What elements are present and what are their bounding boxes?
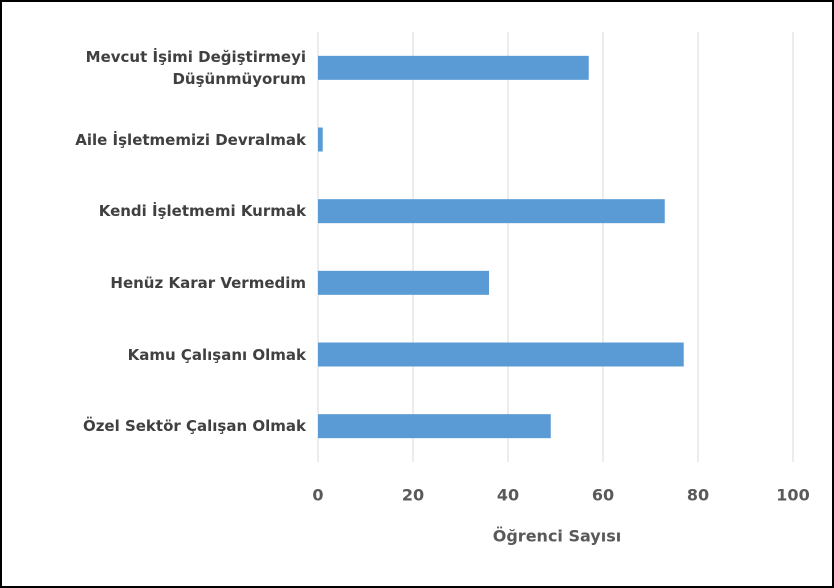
y-tick-label: Kendi İşletmemi Kurmak <box>98 202 306 221</box>
y-tick-label: Mevcut İşimi Değiştirmeyi Düşünmüyorum <box>85 47 306 88</box>
y-tick-label: Henüz Karar Vermedim <box>110 273 306 292</box>
x-tick-label: 20 <box>402 486 424 505</box>
bar <box>318 55 589 80</box>
bar <box>318 199 665 224</box>
x-tick-label: 100 <box>776 486 809 505</box>
bar <box>318 127 323 152</box>
x-axis-title: Öğrenci Sayısı <box>493 527 621 546</box>
bar <box>318 342 684 367</box>
x-tick-label: 60 <box>592 486 614 505</box>
bar <box>318 270 489 295</box>
bar <box>318 414 551 439</box>
x-tick-label: 0 <box>312 486 323 505</box>
x-tick-label: 40 <box>497 486 519 505</box>
y-tick-label: Aile İşletmemizi Devralmak <box>75 130 306 149</box>
y-tick-label: Kamu Çalışanı Olmak <box>127 345 306 364</box>
y-tick-label: Özel Sektör Çalışan Olmak <box>82 417 306 436</box>
x-tick-label: 80 <box>687 486 709 505</box>
